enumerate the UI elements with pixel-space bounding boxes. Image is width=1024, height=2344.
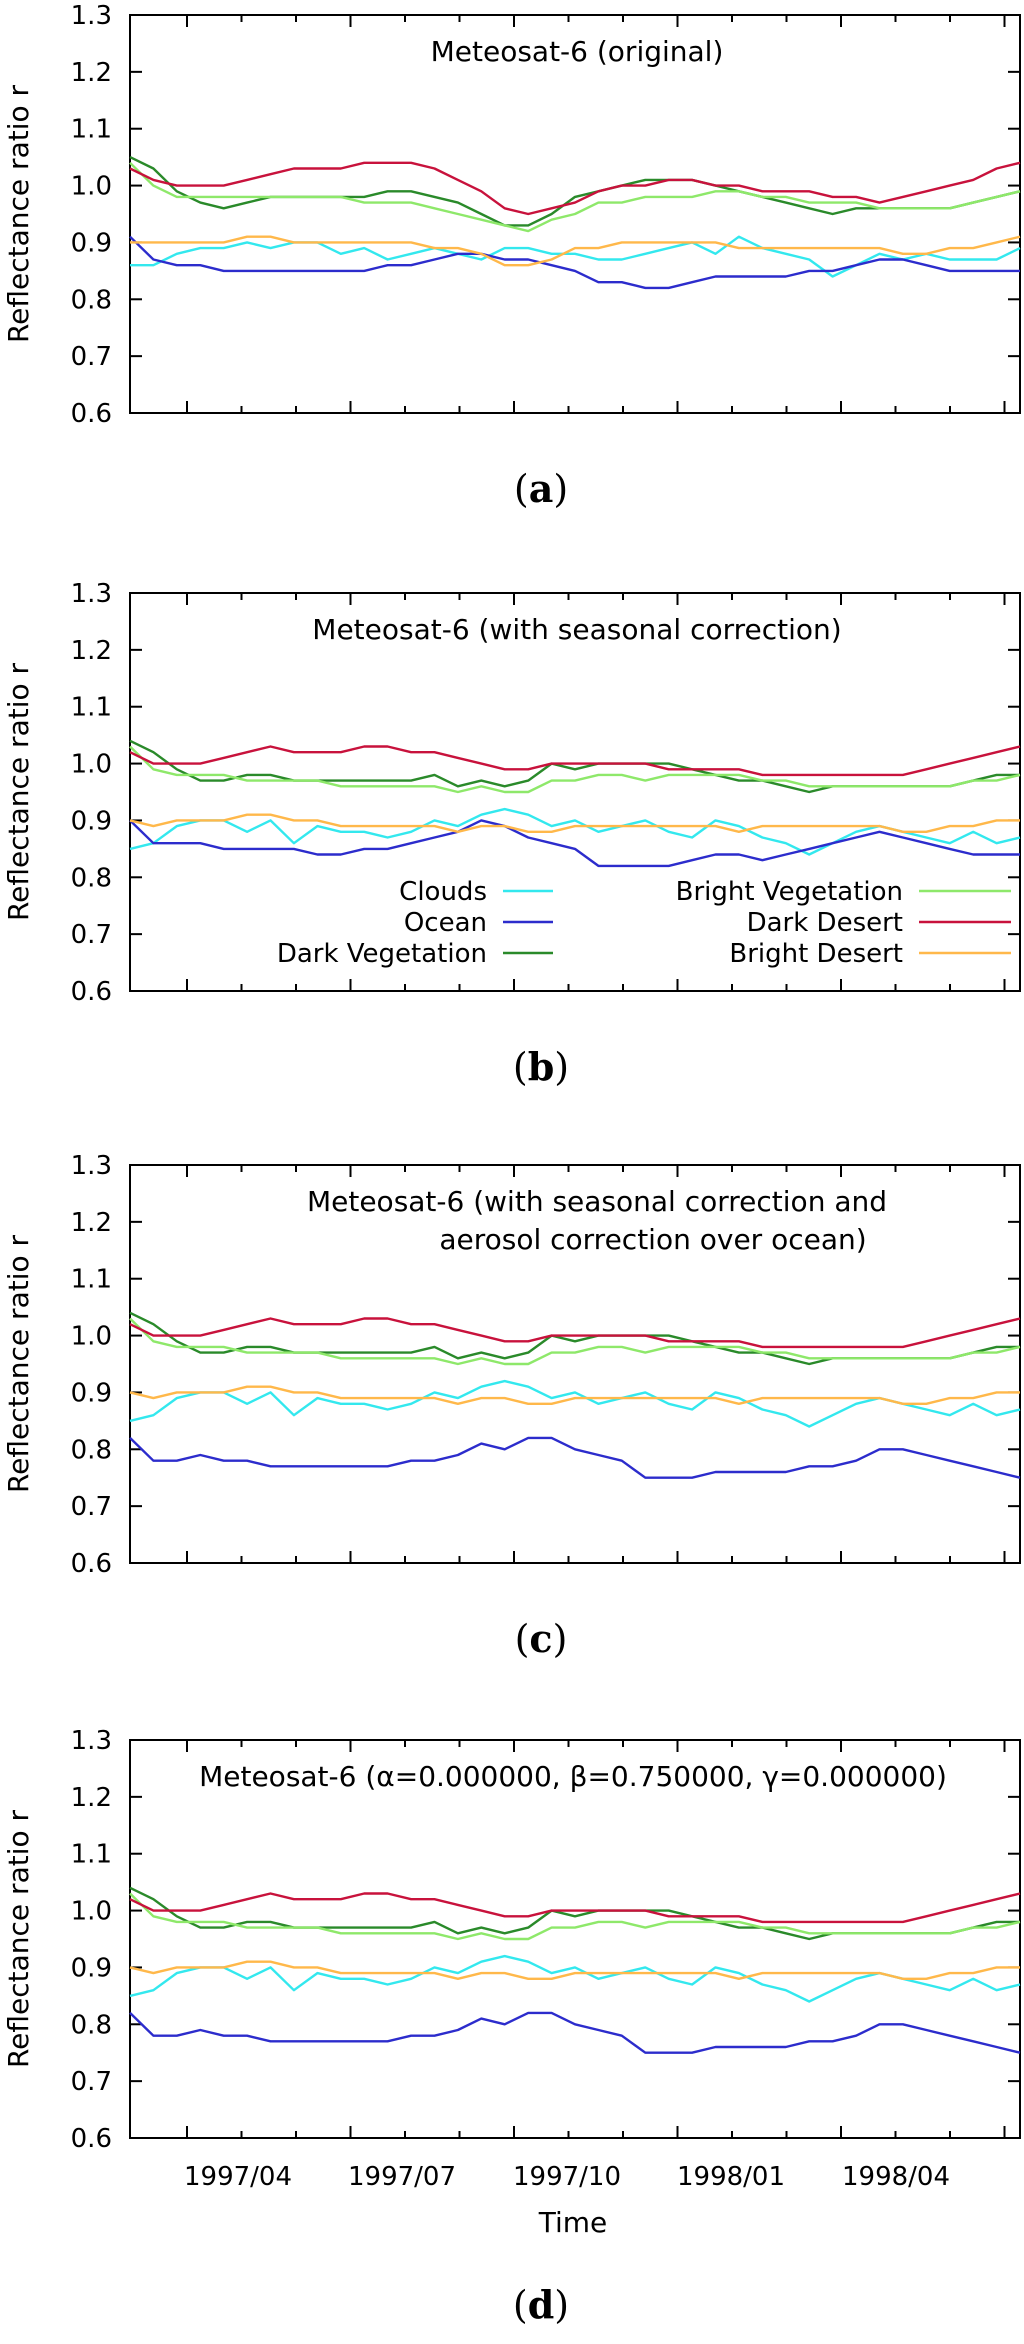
y-axis-label: Reflectance ratio r [2,1234,35,1493]
y-tick-label: 0.6 [71,977,112,1007]
series-line-clouds [130,235,1021,278]
y-tick-label: 1.1 [71,693,112,723]
series-line-bright-vegetation [129,161,1021,233]
chart-title-line: Meteosat-6 (with seasonal correction) [312,613,841,646]
legend-label: Dark Desert [747,908,903,938]
y-tick-label: 1.2 [71,1208,112,1238]
x-tick-label: 1997/10 [513,2162,621,2192]
series-line-bright-desert [129,1960,1020,1981]
chart-panel-a: 0.6 0.7 0.8 0.9 1.0 1.1 1.2 1.3 Reflectance rati… [0,0,1024,578]
y-tick-label: 0.7 [71,342,112,372]
y-tick-label: 1.1 [71,1265,112,1295]
y-tick-label: 0.6 [71,2124,112,2154]
chart-panel-d: 0.6 0.7 0.8 0.9 1.0 1.1 1.2 1.3 Reflectance rati… [0,1725,1024,2344]
series-line-dark-desert [129,161,1021,216]
y-tick-label: 1.0 [71,172,112,202]
y-tick-label: 0.7 [71,2067,112,2097]
legend-label: Ocean [404,908,487,938]
y-tick-label: 0.8 [71,863,112,893]
legend-label: Dark Vegetation [277,939,487,969]
legend-label: Bright Desert [729,939,903,969]
series-line-ocean [129,2011,1021,2054]
x-axis-label: Time [538,2206,608,2239]
chart-svg-d: 0.6 0.7 0.8 0.9 1.0 1.1 1.2 1.3 Reflectance rati… [2,1726,1021,2327]
y-tick-label: 0.9 [71,1953,112,1983]
y-tick-label: 0.6 [71,1549,112,1579]
y-axis-label: Reflectance ratio r [2,662,35,921]
y-tick-label: 1.3 [71,1,112,31]
y-tick-label: 1.0 [71,1897,112,1927]
panel-caption: (d) [513,2282,569,2327]
series-line-bright-vegetation [129,1892,1021,1941]
chart-title-line: Meteosat-6 (with seasonal correction and [307,1185,887,1218]
panel-caption: (b) [513,1044,569,1089]
series-line-bright-vegetation [129,1317,1021,1366]
y-tick-label: 1.3 [71,1726,112,1756]
plot-frame [129,1739,1021,2139]
x-tick-label: 1997/04 [184,2162,292,2192]
y-tick-label: 0.8 [71,285,112,315]
chart-panel-b: 0.6 0.7 0.8 0.9 1.0 1.1 1.2 1.3 Reflectance rati… [0,578,1024,1150]
series-line-clouds [129,807,1021,856]
y-tick-label: 1.0 [71,750,112,780]
legend-label: Bright Vegetation [676,877,903,907]
series-line-ocean [129,1436,1021,1479]
x-tick-label: 1997/07 [348,2162,456,2192]
y-axis-label: Reflectance ratio r [2,1809,35,2068]
y-tick-label: 1.3 [71,1151,112,1181]
y-tick-label: 0.8 [71,1435,112,1465]
plot-frame [129,1164,1021,1564]
chart-title-line: aerosol correction over ocean) [439,1223,866,1256]
panel-caption: (a) [514,466,568,511]
series-line-clouds [129,1954,1021,2003]
y-tick-label: 1.0 [71,1322,112,1352]
y-tick-label: 0.8 [71,2010,112,2040]
y-tick-label: 0.6 [71,399,112,429]
series-line-bright-desert [130,235,1021,267]
plot-frame [129,592,1021,992]
y-tick-label: 1.3 [71,579,112,609]
plot-frame [129,14,1021,414]
series-line-dark-desert [129,1892,1021,1924]
y-tick-label: 1.2 [71,1783,112,1813]
x-tick-label: 1998/01 [677,2162,785,2192]
series-line-ocean [129,235,1020,290]
y-tick-label: 1.1 [71,115,112,145]
y-tick-label: 0.9 [71,228,112,258]
chart-svg-b: 0.6 0.7 0.8 0.9 1.0 1.1 1.2 1.3 Reflectance rati… [2,579,1021,1089]
series-line-bright-desert [129,1385,1020,1406]
series-line-ocean [129,819,1020,868]
panel-caption: (c) [515,1616,568,1661]
series-line-clouds [129,1379,1021,1428]
y-tick-label: 0.9 [71,806,112,836]
y-axis-label: Reflectance ratio r [2,84,35,343]
series-line-dark-desert [129,745,1021,777]
y-tick-label: 0.7 [71,920,112,950]
legend-label: Clouds [399,877,487,907]
x-tick-label: 1998/04 [842,2162,950,2192]
y-tick-label: 0.7 [71,1492,112,1522]
y-tick-label: 1.2 [71,58,112,88]
series-line-bright-desert [129,813,1020,834]
chart-panel-c: 0.6 0.7 0.8 0.9 1.0 1.1 1.2 1.3 Reflectance rati… [0,1150,1024,1725]
chart-title-line: Meteosat-6 (original) [431,35,724,68]
y-tick-label: 0.9 [71,1378,112,1408]
y-tick-label: 1.2 [71,636,112,666]
series-line-bright-vegetation [129,745,1021,794]
chart-svg-c: 0.6 0.7 0.8 0.9 1.0 1.1 1.2 1.3 Reflectance rati… [2,1151,1021,1661]
series-line-dark-desert [129,1317,1021,1349]
y-tick-label: 1.1 [71,1840,112,1870]
chart-svg-a: 0.6 0.7 0.8 0.9 1.0 1.1 1.2 1.3 Reflectance rati… [2,1,1021,511]
chart-title-line: Meteosat-6 (α=0.000000, β=0.750000, γ=0.… [199,1760,947,1793]
